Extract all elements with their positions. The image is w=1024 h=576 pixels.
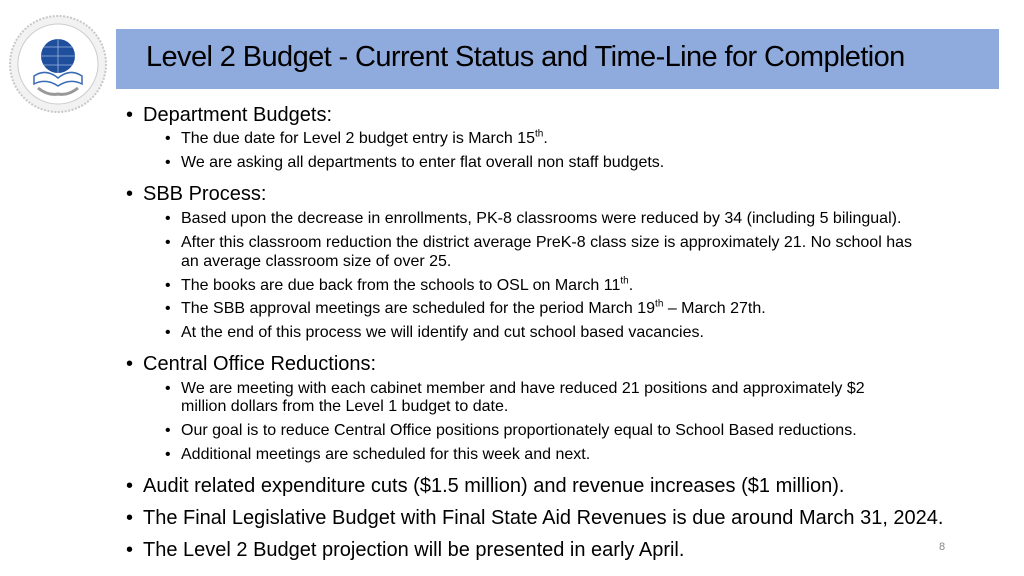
sub-bullet: • The due date for Level 2 budget entry i… (165, 128, 548, 147)
page-number: 8 (939, 541, 946, 553)
bullet-central-office: • Central Office Reductions: (126, 353, 377, 375)
title-bar: Level 2 Budget - Current Status and Time… (116, 29, 999, 89)
sub-bullet: • After this classroom reduction the dist… (165, 234, 912, 251)
sub-bullet: • Additional meetings are scheduled for t… (165, 446, 591, 463)
buffalo-public-schools-logo (9, 15, 107, 113)
sub-bullet: • At the end of this process we will iden… (165, 324, 704, 341)
sub-bullet-continuation: million dollars from the Level 1 budget … (181, 398, 509, 415)
sub-bullet: • Our goal is to reduce Central Office po… (165, 422, 857, 439)
bullet-projection: • The Level 2 Budget projection will be p… (126, 539, 685, 561)
sub-bullet: • The books are due back from the schools… (165, 275, 634, 294)
sub-bullet: • The SBB approval meetings are scheduled… (165, 298, 766, 317)
bullet-audit: • Audit related expenditure cuts ($1.5 mi… (126, 475, 845, 497)
bullet-final-budget: • The Final Legislative Budget with Final… (126, 507, 944, 529)
slide-title: Level 2 Budget - Current Status and Time… (146, 41, 905, 73)
sub-bullet: • Based upon the decrease in enrollments,… (165, 210, 902, 227)
sub-bullet: • We are asking all departments to enter … (165, 154, 665, 171)
bullet-department-budgets: • Department Budgets: (126, 104, 332, 126)
sub-bullet-continuation: an average classroom size of over 25. (181, 253, 452, 270)
bullet-sbb-process: • SBB Process: (126, 183, 267, 205)
sub-bullet: • We are meeting with each cabinet member… (165, 380, 865, 397)
